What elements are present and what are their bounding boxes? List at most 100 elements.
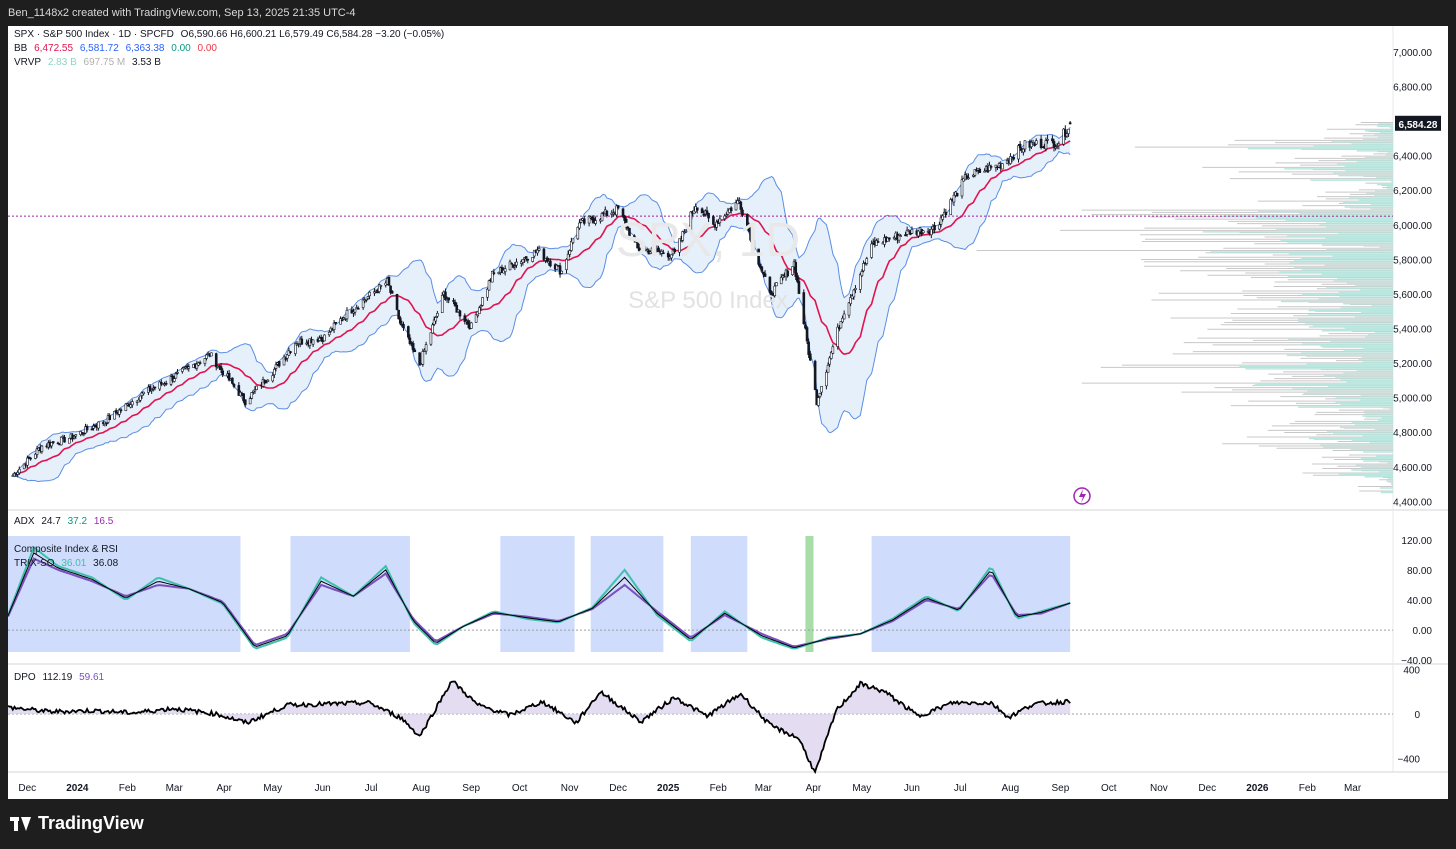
price-bar: [1052, 139, 1056, 152]
time-tick-label: May: [852, 783, 871, 794]
price-bar: [841, 315, 844, 324]
bar-body: [93, 424, 97, 428]
price-bar: [221, 368, 224, 378]
bar-body: [700, 208, 704, 214]
bar-body: [263, 379, 266, 384]
ci-tick-label: 40.00: [1407, 596, 1432, 607]
chart-svg[interactable]: 7,000.00 6,800.00 6,400.00 6,200.00 6,000.00…: [7, 26, 1448, 799]
price-bar: [231, 377, 234, 385]
price-bar: [340, 316, 344, 322]
bar-body: [888, 237, 891, 240]
price-bar: [271, 372, 275, 383]
bar-body: [875, 240, 878, 246]
price-bar: [345, 307, 349, 323]
price-bar: [1044, 137, 1048, 152]
bar-body: [243, 399, 247, 406]
bar-body: [1068, 122, 1072, 125]
bar-body: [839, 321, 843, 329]
price-bar: [621, 207, 625, 219]
price-bar: [645, 247, 649, 253]
price-bar: [264, 379, 268, 384]
price-bar: [526, 258, 530, 264]
time-tick-label: Dec: [609, 783, 627, 794]
price-tick-label: 5,000.00: [1393, 394, 1432, 405]
bar-body: [508, 261, 512, 271]
bar-body: [34, 453, 37, 459]
bar-body: [952, 194, 956, 203]
bar-body: [150, 389, 153, 391]
price-bar: [1017, 143, 1020, 163]
bar-body: [387, 276, 391, 286]
dpo-tick-label: 0: [1414, 710, 1420, 721]
price-bar: [1030, 140, 1033, 150]
time-tick-label: May: [263, 783, 282, 794]
price-bar: [673, 247, 676, 254]
bar-body: [678, 238, 681, 253]
bar-body: [897, 235, 901, 241]
price-bar: [768, 276, 772, 295]
bar-body: [930, 228, 933, 236]
price-bar: [989, 164, 993, 170]
bar-body: [40, 445, 44, 452]
trix-label: TRIX-SO: [14, 558, 55, 569]
alert-icon[interactable]: [1073, 487, 1091, 505]
bar-body: [983, 170, 986, 173]
bar-body: [481, 297, 484, 306]
bar-body: [941, 215, 944, 220]
price-bar: [284, 356, 287, 362]
bar-body: [605, 210, 609, 216]
time-tick-label: Sep: [462, 783, 480, 794]
price-bar: [681, 230, 685, 243]
price-bar: [762, 271, 765, 278]
price-bar: [839, 321, 843, 329]
price-bar: [705, 206, 709, 217]
price-bar: [452, 297, 455, 305]
time-tick-label: Dec: [1198, 783, 1216, 794]
bar-body: [332, 322, 336, 330]
price-bar: [503, 265, 507, 276]
price-bar: [413, 348, 417, 353]
vrvp-down-value: 697.75 M: [83, 57, 126, 68]
bar-body: [398, 317, 402, 324]
price-bar: [921, 230, 925, 234]
price-bar: [570, 237, 573, 252]
bar-body: [1023, 140, 1027, 150]
tradingview-logo[interactable]: TradingView: [10, 813, 144, 834]
price-bar: [90, 426, 94, 431]
price-bar: [657, 245, 660, 252]
price-bar: [555, 263, 559, 270]
bar-body: [623, 215, 626, 221]
price-bar: [97, 421, 100, 431]
price-bar: [248, 396, 252, 405]
bar-body: [284, 358, 287, 360]
bar-body: [571, 238, 575, 243]
bar-body: [565, 259, 568, 270]
price-bar: [323, 334, 326, 342]
price-bar: [752, 237, 756, 250]
bar-body: [763, 273, 767, 277]
price-bar: [875, 238, 878, 246]
bar-body: [578, 222, 581, 229]
price-bar: [771, 292, 775, 300]
price-bar: [395, 293, 399, 311]
price-bar: [739, 200, 743, 213]
price-bar: [474, 311, 478, 323]
price-bar: [219, 363, 223, 374]
price-bar: [842, 310, 846, 320]
price-bar: [634, 239, 638, 243]
price-bar: [700, 207, 704, 214]
bar-body: [752, 240, 756, 250]
legend-symbol: SPX · S&P 500 Index · 1D · SPCFD: [14, 29, 174, 40]
price-bar: [214, 352, 218, 371]
bar-body: [1018, 143, 1022, 149]
chart-frame[interactable]: 7,000.00 6,800.00 6,400.00 6,200.00 6,000.00…: [7, 26, 1448, 799]
price-tick-label: 5,200.00: [1393, 359, 1432, 370]
bar-body: [210, 352, 213, 357]
bar-body: [818, 392, 822, 397]
price-bar: [737, 197, 741, 204]
bar-body: [695, 207, 699, 211]
ci-tick-label: −40.00: [1401, 656, 1432, 667]
bar-body: [108, 415, 111, 421]
bar-body: [114, 410, 118, 414]
price-bar: [773, 282, 777, 298]
